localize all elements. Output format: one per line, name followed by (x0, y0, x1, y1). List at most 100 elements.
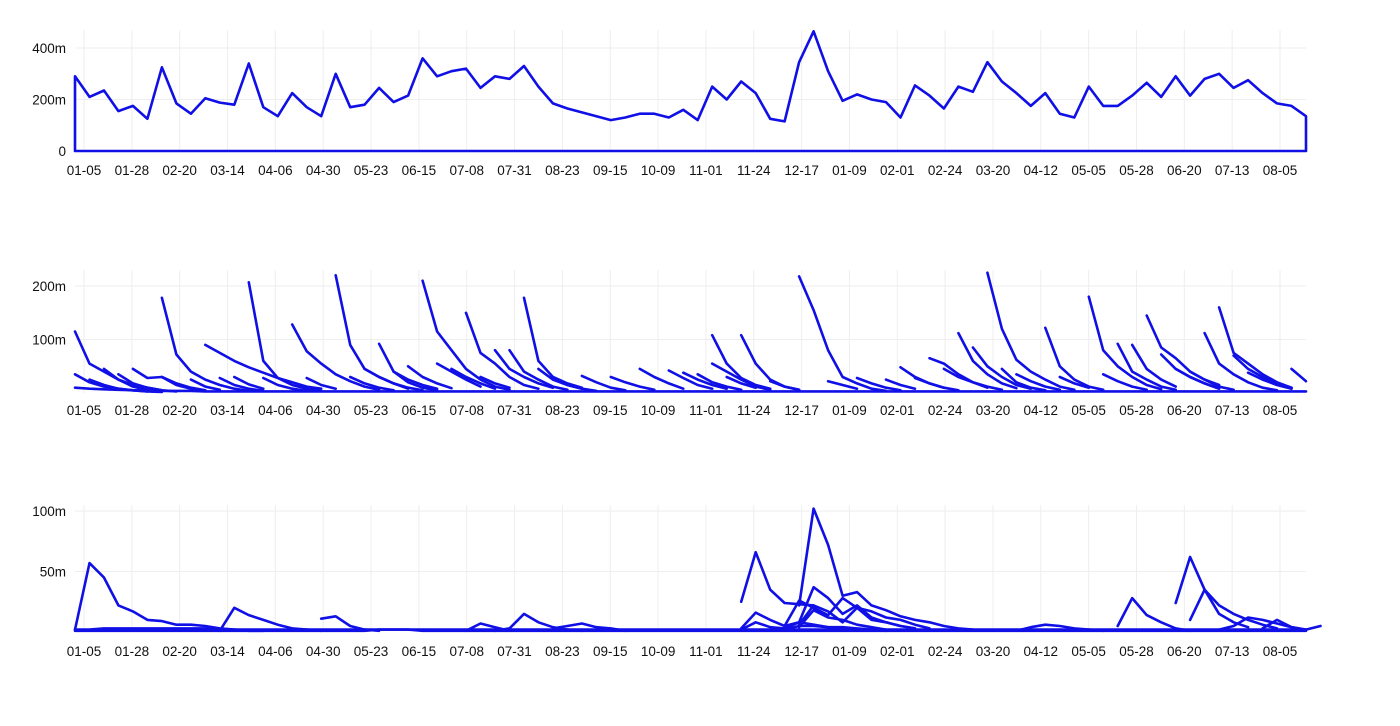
series-line-72 (73, 386, 1308, 393)
x-tick-label: 04-06 (258, 163, 293, 178)
x-tick-label: 07-31 (497, 403, 532, 418)
series-line-67 (1101, 372, 1148, 392)
series-line-58 (696, 372, 743, 392)
series-line-15 (1116, 596, 1192, 633)
x-tick-label: 01-09 (832, 163, 867, 178)
series-line-10 (797, 604, 917, 630)
x-tick-label: 03-20 (976, 403, 1011, 418)
x-tick-label: 04-12 (1024, 644, 1059, 659)
x-tick-label: 11-24 (737, 163, 771, 178)
series-line-71 (1261, 375, 1293, 390)
x-tick-label: 04-30 (306, 403, 341, 418)
series-line-1 (160, 296, 251, 393)
series-line-7 (421, 279, 511, 392)
series-line-7 (797, 507, 975, 631)
x-tick-label: 06-20 (1167, 403, 1202, 418)
x-tick-label: 06-15 (402, 644, 437, 659)
series-line-25 (1116, 342, 1177, 392)
series-line-1 (218, 606, 323, 633)
x-tick-label: 11-24 (737, 403, 771, 418)
x-tick-label: 02-20 (162, 163, 197, 178)
x-tick-label: 02-01 (880, 163, 915, 178)
series-line-64 (913, 376, 946, 390)
x-tick-label: 04-30 (306, 644, 341, 659)
series-line-9 (493, 348, 555, 390)
x-tick-label: 12-17 (784, 403, 819, 418)
series-line-69 (1188, 370, 1221, 387)
x-tick-label: 08-05 (1263, 163, 1298, 178)
x-tick-label: 08-05 (1263, 644, 1298, 659)
series-line-21 (73, 628, 1308, 633)
x-tick-label: 01-28 (115, 403, 150, 418)
y-tick-label: 0 (58, 144, 66, 159)
x-tick-label: 07-31 (497, 644, 532, 659)
x-tick-label: 11-01 (689, 403, 723, 418)
series-line-23 (1044, 326, 1105, 392)
x-tick-label: 10-09 (641, 403, 676, 418)
x-tick-label: 01-28 (115, 163, 150, 178)
series-line-19 (957, 331, 1018, 390)
x-tick-label: 03-14 (210, 163, 245, 178)
x-tick-label: 06-15 (402, 403, 437, 418)
series-line-68 (1174, 367, 1221, 391)
series-line-18 (942, 367, 1004, 392)
series-line-32 (1290, 367, 1308, 383)
series-line-49 (450, 367, 497, 391)
series-line-10 (508, 348, 569, 392)
x-tick-label: 05-28 (1119, 403, 1154, 418)
series-line-6 (739, 550, 815, 607)
x-tick-label: 01-09 (832, 644, 867, 659)
series-line-20 (73, 627, 1308, 631)
x-tick-label: 02-01 (880, 403, 915, 418)
x-tick-label: 10-09 (641, 644, 676, 659)
series-line-4 (290, 323, 381, 392)
x-tick-label: 08-05 (1263, 403, 1298, 418)
series-line-66 (1058, 375, 1091, 390)
x-tick-label: 11-01 (689, 163, 723, 178)
x-tick-label: 05-23 (354, 163, 389, 178)
x-tick-label: 02-24 (928, 163, 963, 178)
series-line-56 (667, 369, 714, 391)
x-tick-label: 01-05 (67, 644, 102, 659)
series-line-46 (392, 370, 439, 391)
x-tick-label: 05-28 (1119, 163, 1154, 178)
x-tick-label: 08-23 (545, 163, 580, 178)
x-tick-label: 03-20 (976, 163, 1011, 178)
series-line-35 (102, 367, 149, 392)
x-tick-label: 06-20 (1167, 644, 1202, 659)
x-tick-label: 02-20 (162, 644, 197, 659)
x-tick-label: 01-09 (832, 403, 867, 418)
series-line-39 (189, 378, 222, 392)
series-line-62 (855, 376, 902, 392)
x-tick-label: 06-15 (402, 163, 437, 178)
series-line-40 (218, 376, 265, 393)
series-line-65 (1015, 372, 1062, 392)
series-line-42 (261, 376, 309, 393)
x-tick-label: 04-12 (1024, 163, 1059, 178)
y-tick-label: 200m (32, 279, 66, 294)
y-tick-label: 100m (32, 333, 66, 348)
x-tick-label: 07-08 (449, 644, 484, 659)
series-line-0 (73, 29, 1308, 153)
x-tick-label: 07-13 (1215, 644, 1250, 659)
x-tick-label: 04-06 (258, 644, 293, 659)
series-line-5 (334, 273, 424, 392)
series-line-11 (797, 608, 888, 631)
x-tick-label: 03-20 (976, 644, 1011, 659)
series-line-41 (233, 375, 265, 391)
x-tick-label: 07-08 (449, 163, 484, 178)
x-tick-label: 01-28 (115, 644, 150, 659)
y-tick-label: 400m (32, 41, 66, 56)
x-tick-label: 01-05 (67, 163, 102, 178)
x-tick-label: 06-20 (1167, 163, 1202, 178)
x-tick-label: 07-08 (449, 403, 484, 418)
x-tick-label: 08-23 (545, 403, 580, 418)
y-tick-label: 100m (32, 504, 66, 519)
x-tick-label: 04-06 (258, 403, 293, 418)
series-line-44 (348, 375, 395, 392)
series-line-63 (884, 378, 917, 391)
series-line-55 (638, 367, 685, 391)
x-tick-label: 03-14 (210, 403, 245, 418)
x-tick-label: 09-15 (593, 163, 628, 178)
